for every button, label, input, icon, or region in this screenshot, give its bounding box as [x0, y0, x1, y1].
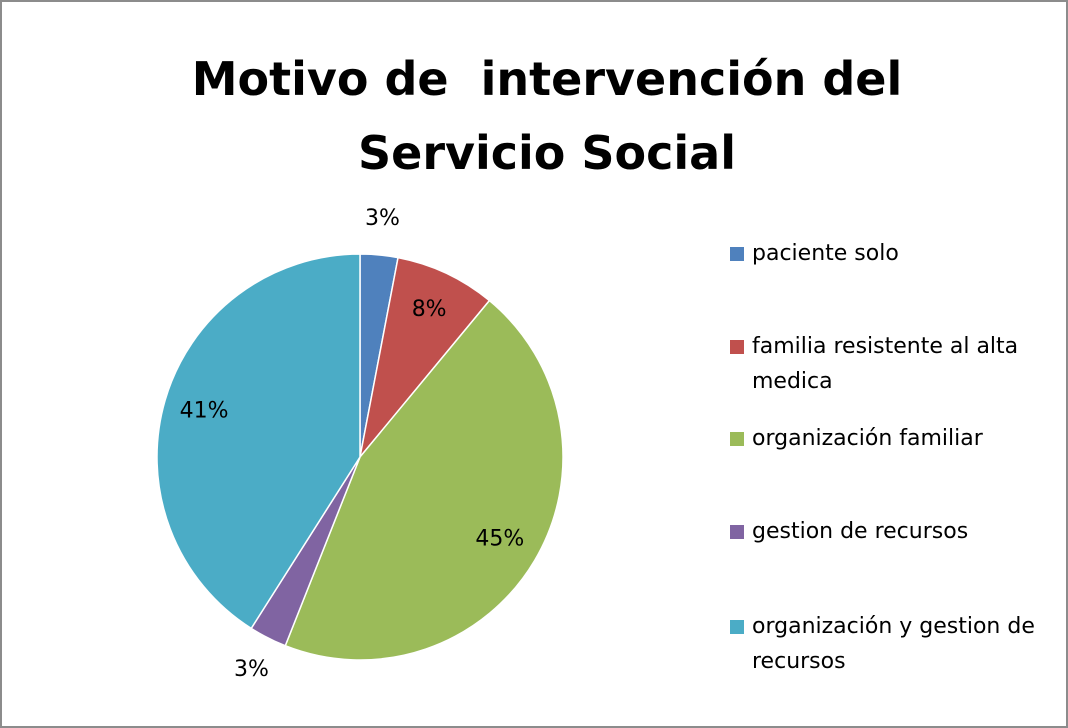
data-label: 41%	[180, 399, 229, 424]
legend-swatch	[730, 620, 744, 634]
data-label: 45%	[475, 527, 524, 552]
data-label: 8%	[412, 297, 447, 322]
legend-swatch	[730, 525, 744, 539]
legend-swatch	[730, 340, 744, 354]
pie-slice	[359, 256, 491, 458]
legend-entry: paciente solo	[730, 236, 1050, 271]
legend-label: familia resistente al alta medica	[752, 334, 1019, 394]
legend-entry: gestion de recursos	[730, 514, 1050, 549]
pie-slice	[284, 299, 564, 661]
legend-label: gestion de recursos	[752, 519, 969, 544]
chart-title: Motivo de intervención del Servicio Soci…	[191, 52, 919, 180]
legend-entry: familia resistente al alta medica	[730, 329, 1050, 399]
legend-swatch	[730, 247, 744, 261]
legend-entry: organización familiar	[730, 421, 1050, 456]
legend-entry: organización y gestion de recursos	[730, 609, 1050, 679]
legend-label: organización y gestion de recursos	[752, 614, 1035, 674]
legend-label: paciente solo	[752, 241, 899, 266]
pie-slice	[156, 253, 361, 630]
legend-swatch	[730, 432, 744, 446]
data-label: 3%	[365, 206, 400, 231]
legend-label: organización familiar	[752, 426, 983, 451]
data-label: 3%	[234, 657, 269, 682]
